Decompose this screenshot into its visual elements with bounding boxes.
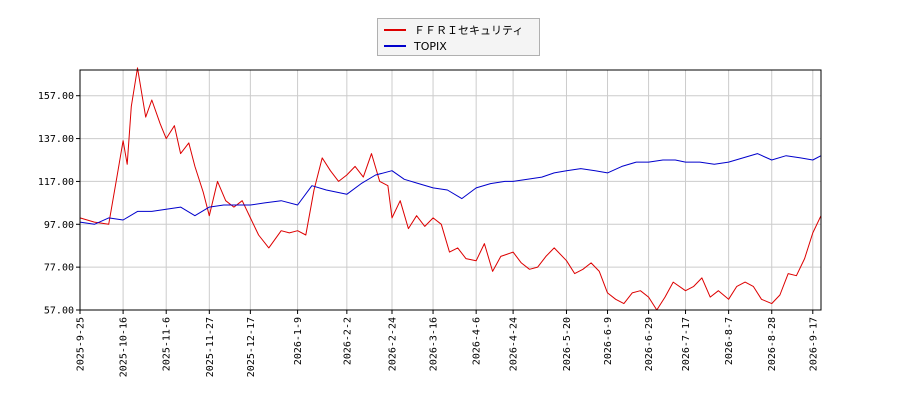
series-layer	[79, 67, 822, 311]
legend-item-topix: TOPIX	[384, 38, 447, 54]
y-tick-label: 117.00	[38, 177, 74, 188]
x-tick-label: 2026-4-24	[509, 317, 520, 371]
x-tick-label: 2025-11-27	[205, 317, 216, 377]
plot-frame	[79, 69, 822, 311]
y-tick-label: 137.00	[38, 134, 74, 145]
y-tick-label: 77.00	[44, 263, 74, 274]
y-axis: 57.00 77.00 97.00 117.00 137.00 157.00	[38, 91, 80, 317]
legend-item-ffri: ＦＦＲＩセキュリティ	[384, 22, 523, 38]
y-tick-label: 157.00	[38, 91, 74, 102]
y-tick-label: 97.00	[44, 220, 74, 231]
x-tick-label: 2026-7-17	[681, 317, 692, 371]
x-tick-label: 2026-6-9	[603, 317, 614, 365]
x-tick-label: 2026-4-6	[472, 317, 483, 365]
x-tick-label: 2026-5-20	[562, 317, 573, 371]
y-tick-label: 57.00	[44, 306, 74, 317]
x-tick-label: 2025-10-16	[119, 317, 130, 377]
legend: ＦＦＲＩセキュリティ TOPIX	[377, 18, 540, 56]
x-tick-label: 2025-11-6	[162, 317, 173, 371]
x-tick-label: 2026-1-9	[293, 317, 304, 365]
x-tick-label: 2026-2-24	[388, 317, 399, 371]
x-tick-label: 2026-2-2	[342, 317, 353, 365]
x-tick-label: 2026-8-7	[724, 317, 735, 365]
series-line-ffri	[79, 67, 822, 311]
x-tick-label: 2026-6-29	[644, 317, 655, 371]
grid	[79, 70, 821, 311]
legend-label-ffri: ＦＦＲＩセキュリティ	[414, 24, 524, 37]
series-line-topix	[79, 153, 822, 225]
x-tick-label: 2026-3-16	[429, 317, 440, 371]
x-tick-label: 2025-12-17	[246, 317, 257, 377]
legend-label-topix: TOPIX	[414, 39, 447, 53]
legend-swatch-blue	[384, 45, 406, 47]
x-tick-label: 2026-8-28	[767, 317, 778, 371]
legend-swatch-red	[384, 29, 406, 31]
x-tick-label: 2025-9-25	[76, 317, 87, 371]
x-axis: 2025-9-25 2025-10-16 2025-11-6 2025-11-27 20…	[76, 310, 819, 377]
x-tick-label: 2026-9-17	[808, 317, 819, 371]
